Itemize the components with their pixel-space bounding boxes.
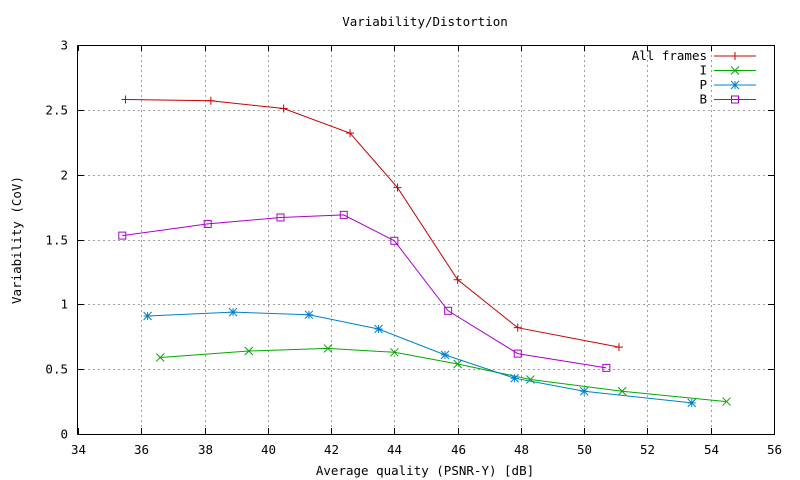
y-tick-label: 2.5 [45, 103, 68, 118]
series-b [118, 210, 611, 372]
x-axis-label: Average quality (PSNR-Y) [dB] [316, 463, 534, 478]
series-layer [118, 95, 731, 408]
chart-title: Variability/Distortion [342, 14, 508, 29]
series-line [122, 214, 607, 369]
data-point [393, 183, 402, 192]
data-point [453, 275, 462, 284]
data-point [510, 373, 519, 383]
series-i [155, 344, 731, 406]
data-point [339, 210, 348, 219]
data-point [279, 104, 288, 113]
data-point [118, 231, 127, 240]
x-tick-label: 34 [71, 442, 86, 457]
x-tick-label: 36 [134, 442, 149, 457]
series-line [125, 99, 620, 348]
data-point [323, 344, 333, 353]
x-tick-label: 50 [577, 442, 592, 457]
data-point [390, 347, 399, 357]
y-tick-label: 3 [60, 38, 68, 53]
x-tick-label: 40 [261, 442, 276, 457]
data-point [513, 323, 522, 332]
x-tick-label: 46 [451, 442, 466, 457]
legend-label: I [699, 63, 707, 78]
data-point [143, 311, 152, 321]
series-line [160, 347, 727, 403]
y-tick-label: 0.5 [45, 362, 68, 377]
legend-marker [730, 66, 740, 75]
legend-marker [731, 95, 739, 104]
data-point [155, 353, 165, 362]
x-tick-label: 52 [640, 442, 655, 457]
data-point [602, 363, 611, 372]
data-point [244, 346, 254, 356]
x-tick-label: 38 [198, 442, 213, 457]
data-point [722, 397, 731, 406]
data-point [206, 96, 215, 105]
data-point [374, 324, 383, 334]
series-all-frames [121, 95, 623, 352]
data-point [453, 359, 462, 369]
data-point [614, 343, 623, 352]
y-tick-label: 2 [60, 168, 68, 183]
data-point [444, 306, 453, 315]
data-point [579, 386, 589, 396]
x-tick-label: 44 [387, 442, 402, 457]
tick-layer: 34 36 38 40 42 44 46 48 50 52 54 56 0 0.5 1 1.5 2 2.5 3 [45, 38, 782, 458]
y-axis-label: Variability (CoV) [9, 176, 24, 304]
x-tick-label: 56 [767, 442, 782, 457]
grid-layer [78, 45, 774, 434]
data-point [440, 350, 450, 360]
series-line [147, 311, 692, 404]
y-tick-label: 1 [60, 297, 68, 312]
data-point [304, 310, 314, 320]
x-tick-label: 42 [324, 442, 339, 457]
legend-marker [730, 80, 740, 90]
data-point [346, 129, 355, 138]
y-tick-label: 0 [60, 427, 68, 442]
data-point [526, 375, 535, 384]
x-tick-label: 48 [514, 442, 529, 457]
data-point [390, 236, 399, 245]
series-p [143, 307, 697, 408]
data-point [203, 219, 212, 228]
data-point [228, 307, 238, 317]
legend-label: P [699, 77, 707, 92]
legend-label: B [699, 92, 707, 107]
data-point [121, 95, 130, 104]
data-point [513, 349, 522, 358]
x-tick-label: 54 [704, 442, 719, 457]
legend-label: All frames [632, 48, 707, 63]
y-tick-label: 1.5 [45, 233, 68, 248]
data-point [276, 213, 285, 222]
legend-marker [731, 52, 739, 60]
data-point [687, 398, 697, 408]
data-point [617, 386, 627, 396]
plot-frame [77, 45, 775, 435]
